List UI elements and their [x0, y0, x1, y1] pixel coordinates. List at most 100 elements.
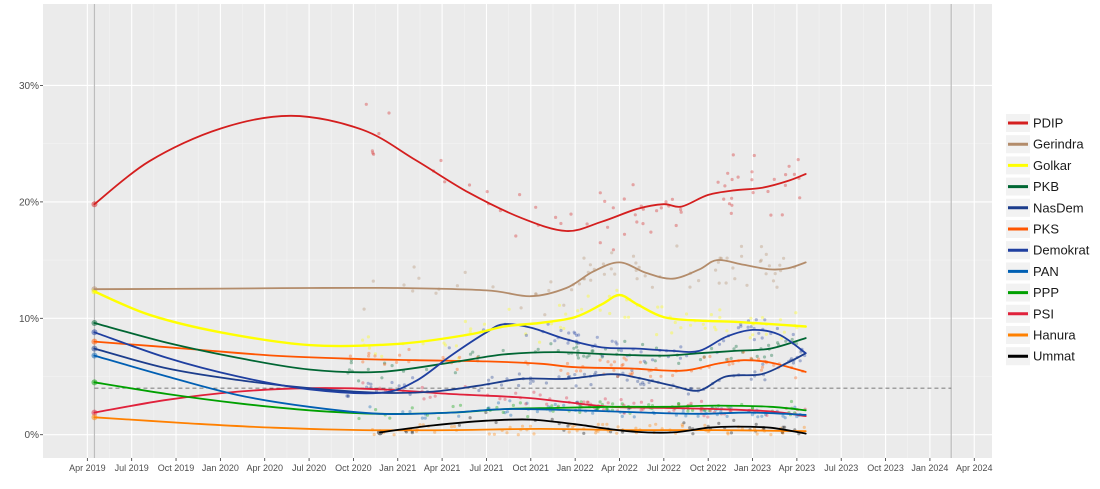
poll-dot	[706, 415, 710, 419]
poll-dot	[649, 374, 653, 378]
poll-dot	[501, 410, 505, 414]
poll-dot	[623, 339, 627, 343]
poll-dot	[557, 303, 562, 307]
poll-dot	[630, 368, 634, 372]
poll-dot	[752, 338, 757, 342]
poll-dot	[708, 354, 712, 359]
poll-dot	[739, 244, 744, 248]
poll-dot	[701, 322, 705, 326]
poll-dot	[573, 331, 577, 336]
x-tick-label: Apr 2021	[424, 463, 461, 473]
poll-dot	[749, 325, 753, 329]
legend-label-ppp: PPP	[1033, 285, 1059, 300]
poll-dot	[623, 315, 627, 319]
trend-line-pkb	[93, 322, 807, 374]
trend-line-psi	[93, 387, 807, 417]
poll-dot	[614, 340, 618, 344]
poll-dot	[680, 424, 685, 428]
poll-dot	[535, 410, 540, 414]
poll-dot	[616, 374, 620, 378]
poll-dot	[782, 256, 786, 260]
poll-dot	[620, 402, 624, 406]
poll-dot	[760, 316, 765, 320]
poll-dot	[791, 332, 795, 337]
poll-dot	[411, 289, 415, 293]
plot-panel	[43, 4, 992, 458]
poll-dot	[783, 416, 787, 420]
poll-dot	[562, 403, 566, 407]
poll-dot	[703, 423, 707, 427]
poll-dot	[761, 362, 765, 366]
poll-dot	[569, 212, 573, 216]
poll-dot	[598, 358, 602, 362]
poll-dot	[545, 402, 549, 406]
poll-dot	[572, 330, 576, 334]
poll-dot	[575, 353, 580, 357]
poll-dot	[759, 368, 764, 372]
poll-dot	[417, 276, 421, 280]
poll-dot	[612, 360, 617, 364]
poll-dot	[746, 325, 750, 329]
poll-dot	[367, 354, 371, 358]
poll-dot	[612, 368, 616, 372]
poll-dot	[762, 355, 767, 359]
poll-dot	[709, 313, 714, 317]
poll-dot	[454, 344, 458, 348]
poll-dot	[770, 353, 774, 357]
poll-dot	[361, 360, 365, 364]
poll-dot	[674, 223, 678, 228]
poll-dot	[606, 360, 610, 364]
poll-dot	[689, 401, 693, 405]
x-tick-label: Jul 2019	[115, 463, 149, 473]
poll-dot	[495, 405, 499, 410]
poll-dot	[516, 433, 520, 437]
poll-dot	[576, 349, 580, 353]
poll-dot	[463, 270, 467, 274]
poll-dot	[784, 339, 788, 343]
poll-dot	[772, 177, 776, 181]
poll-dot	[450, 425, 454, 429]
poll-dot	[714, 268, 718, 272]
poll-dot	[574, 369, 578, 373]
poll-dot	[525, 401, 529, 405]
poll-dot	[600, 355, 604, 359]
poll-dot	[702, 409, 707, 413]
poll-dot	[758, 259, 762, 263]
poll-dot	[726, 432, 730, 436]
poll-dot	[487, 406, 491, 410]
poll-dot	[505, 431, 509, 435]
poll-dot	[718, 315, 722, 320]
poll-dot	[639, 400, 644, 404]
poll-dot	[719, 409, 723, 414]
poll-dot	[739, 324, 743, 328]
poll-dot	[699, 399, 704, 403]
poll-dot	[591, 349, 595, 353]
poll-dot	[689, 323, 693, 327]
legend-label-pkb: PKB	[1033, 179, 1059, 194]
poll-dot	[361, 381, 365, 385]
poll-dot	[716, 260, 721, 264]
poll-dot	[732, 347, 736, 351]
poll-dot	[677, 361, 681, 365]
poll-dot	[783, 425, 787, 429]
poll-dot	[632, 415, 636, 419]
poll-dot	[749, 377, 753, 381]
poll-dot	[684, 312, 689, 316]
poll-dot	[538, 340, 542, 344]
poll-dot	[484, 410, 488, 415]
poll-dot	[501, 348, 505, 353]
poll-dot	[598, 241, 602, 245]
poll-dot	[664, 200, 668, 204]
poll-dot	[688, 285, 692, 289]
poll-dot	[787, 164, 791, 168]
legend-label-hanura: Hanura	[1033, 328, 1076, 343]
poll-dot	[636, 379, 640, 383]
poll-dot	[408, 410, 412, 414]
poll-dot	[659, 206, 663, 210]
poll-dot	[456, 356, 460, 360]
poll-dot	[611, 206, 615, 210]
poll-dot	[789, 399, 794, 404]
poll-dot	[750, 406, 755, 410]
poll-dot	[778, 318, 783, 322]
legend-label-pan: PAN	[1033, 264, 1059, 279]
